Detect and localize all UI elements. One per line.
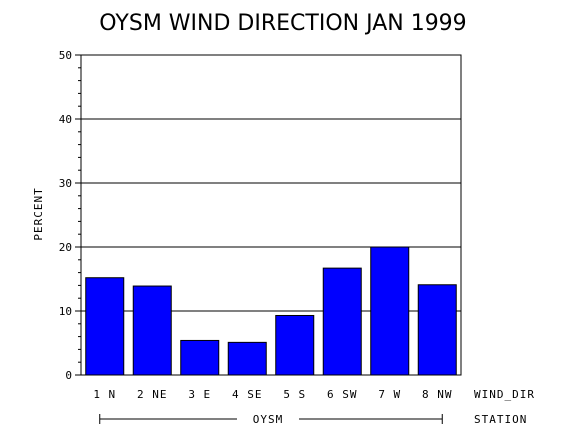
y-tick-label: 20 xyxy=(59,241,72,254)
bar-1 xyxy=(85,277,125,376)
x-tick-label: 3 E xyxy=(188,388,211,401)
x-tick-labels: 1 N 2 NE 3 E 4 SE 5 S 6 SW 7 W 8 NW xyxy=(93,388,453,401)
x-axis-label: WIND_DIR xyxy=(474,388,535,401)
x-tick-label: 1 N xyxy=(93,388,116,401)
bar-4 xyxy=(227,341,267,376)
bar-7 xyxy=(370,246,410,376)
bar-2 xyxy=(132,285,172,376)
station-group-label: OYSM xyxy=(253,413,284,426)
x-tick-label: 4 SE xyxy=(232,388,263,401)
bar-8 xyxy=(417,284,457,376)
bar-3 xyxy=(180,339,220,376)
y-axis-label: PERCENT xyxy=(32,187,45,240)
chart-title: OYSM WIND DIRECTION JAN 1999 xyxy=(99,11,466,36)
station-row: OYSM STATION xyxy=(99,413,527,426)
y-tick-label: 0 xyxy=(65,369,72,382)
station-axis-label: STATION xyxy=(474,413,527,426)
y-tick-label: 10 xyxy=(59,305,72,318)
x-tick-label: 7 W xyxy=(378,388,401,401)
y-ticks: 0 10 20 30 40 50 xyxy=(59,49,81,382)
bar-5 xyxy=(275,314,315,376)
y-tick-label: 40 xyxy=(59,113,72,126)
bars xyxy=(85,246,457,376)
x-tick-label: 8 NW xyxy=(422,388,453,401)
y-tick-label: 50 xyxy=(59,49,72,62)
y-tick-label: 30 xyxy=(59,177,72,190)
plot-frame xyxy=(80,54,462,376)
x-tick-label: 5 S xyxy=(283,388,306,401)
bar-6 xyxy=(322,267,362,376)
x-tick-label: 6 SW xyxy=(327,388,358,401)
x-tick-label: 2 NE xyxy=(137,388,168,401)
axes xyxy=(80,54,462,376)
